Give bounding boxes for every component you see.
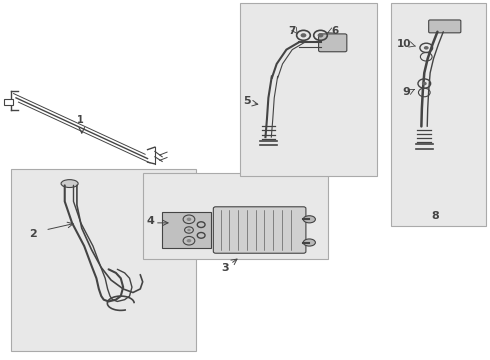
Circle shape (187, 239, 191, 242)
Bar (240, 3, 376, 176)
FancyBboxPatch shape (162, 212, 211, 248)
FancyBboxPatch shape (429, 20, 461, 33)
Text: 7: 7 (289, 26, 296, 36)
FancyBboxPatch shape (213, 207, 306, 253)
Text: 2: 2 (29, 229, 37, 239)
Circle shape (300, 33, 306, 37)
Ellipse shape (303, 239, 316, 246)
Circle shape (424, 46, 429, 50)
Circle shape (422, 82, 427, 85)
Text: 6: 6 (332, 26, 339, 36)
Ellipse shape (303, 216, 316, 223)
Ellipse shape (61, 180, 78, 188)
Bar (4, 99, 13, 105)
Bar (143, 173, 328, 258)
FancyBboxPatch shape (318, 34, 347, 52)
Text: 8: 8 (431, 211, 439, 221)
Text: 4: 4 (146, 216, 154, 226)
Text: 9: 9 (402, 87, 410, 98)
Circle shape (187, 217, 191, 221)
Circle shape (318, 33, 323, 37)
Bar (391, 3, 486, 226)
Circle shape (187, 229, 191, 231)
Text: 3: 3 (221, 262, 229, 273)
Text: 5: 5 (244, 96, 251, 107)
Bar (11, 169, 196, 351)
Text: 10: 10 (397, 39, 412, 49)
Text: 1: 1 (77, 114, 84, 125)
